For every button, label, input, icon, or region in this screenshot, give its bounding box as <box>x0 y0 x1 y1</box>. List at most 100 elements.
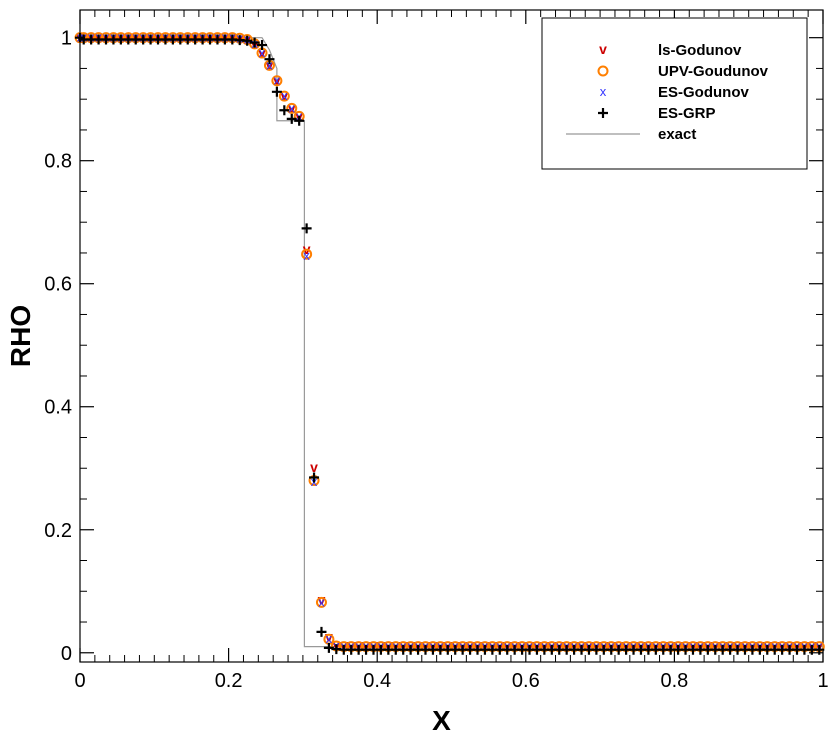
es-godunov-point: x <box>266 57 273 72</box>
upv-goudunov-point <box>315 596 327 608</box>
ls-godunov-point: v <box>734 636 742 652</box>
ls-godunov-point: v <box>377 636 385 652</box>
ls-godunov-point: v <box>652 636 660 652</box>
ls-godunov-point: v <box>288 99 296 115</box>
ls-godunov-point: v <box>726 636 734 652</box>
ls-godunov-point: v <box>332 636 340 652</box>
ls-godunov-point: v <box>340 636 348 652</box>
series-exact <box>80 37 823 648</box>
series-es-grp <box>75 32 825 655</box>
legend-label: exact <box>658 126 696 143</box>
es-grp-point <box>294 115 305 126</box>
upv-goudunov-point <box>286 102 298 114</box>
es-grp-point <box>249 37 260 48</box>
ls-godunov-point: v <box>481 636 489 652</box>
ls-godunov-point: v <box>370 636 378 652</box>
legend-entries: v ls-Godunov UPV-Goudunov x ES-Godunov ES-GRP… <box>566 41 769 143</box>
ls-godunov-point: v <box>763 636 771 652</box>
legend-label: UPV-Goudunov <box>658 63 769 80</box>
ls-godunov-point: v <box>778 636 786 652</box>
ls-godunov-point: v <box>518 636 526 652</box>
ls-godunov-point: v <box>637 636 645 652</box>
ls-godunov-point: v <box>436 636 444 652</box>
es-godunov-point: x <box>281 88 288 103</box>
ls-godunov-point: v <box>496 636 504 652</box>
ls-godunov-point: v <box>749 636 757 652</box>
ls-godunov-point: v <box>347 636 355 652</box>
x-tick-label: 0.4 <box>363 670 391 692</box>
ls-godunov-point: v <box>540 636 548 652</box>
ls-godunov-point: v <box>793 636 801 652</box>
plot-area: 0 0.2 0.4 0.6 0.8 1 00.20.40.60.81 vv v v v v v v v v… <box>44 9 829 692</box>
legend-entry-es-grp: ES-GRP <box>598 105 716 122</box>
es-godunov-point: x <box>303 248 310 263</box>
ls-godunov-point: v <box>548 636 556 652</box>
es-grp-point <box>264 54 275 65</box>
ls-godunov-point: v <box>399 636 407 652</box>
legend: v ls-Godunov UPV-Goudunov x ES-Godunov ES-GRP… <box>541 17 808 170</box>
ls-godunov-point: v <box>786 636 794 652</box>
ls-godunov-point: v <box>355 636 363 652</box>
legend-label: ls-Godunov <box>658 42 742 59</box>
y-tick-label: 0 <box>61 643 72 665</box>
es-godunov-point: x <box>289 100 296 115</box>
es-grp-point <box>271 86 282 97</box>
ls-godunov-point: v <box>815 636 823 652</box>
ls-godunov-point: v <box>384 636 392 652</box>
es-grp-point <box>814 644 825 655</box>
y-tick-label: 0.4 <box>44 397 72 419</box>
ls-godunov-point: v <box>808 636 816 652</box>
y-tick-label: 1 <box>61 28 72 50</box>
ls-godunov-point: v <box>771 636 779 652</box>
ls-godunov-point: v <box>466 636 474 652</box>
y-tick-label: 0.8 <box>44 151 72 173</box>
ls-godunov-point: v <box>689 636 697 652</box>
y-tick-label: 0.2 <box>44 520 72 542</box>
ls-godunov-point: v <box>266 56 274 72</box>
es-godunov-point: x <box>326 631 333 646</box>
x-tick-label: 0.2 <box>215 670 243 692</box>
upv-goudunov-point <box>271 75 283 87</box>
ls-godunov-point: v <box>630 636 638 652</box>
es-grp-point <box>257 40 268 51</box>
y-tick-label: 0.6 <box>44 274 72 296</box>
ls-godunov-point: v <box>622 636 630 652</box>
es-grp-point <box>286 113 297 124</box>
ls-godunov-point: v <box>719 636 727 652</box>
ls-godunov-point: v <box>533 636 541 652</box>
es-godunov-point: x <box>318 594 325 609</box>
legend-swatch: x <box>600 84 607 99</box>
ls-godunov-point: v <box>488 636 496 652</box>
x-axis-title: X <box>432 705 451 734</box>
ls-godunov-point: v <box>615 636 623 652</box>
legend-label: ES-Godunov <box>658 84 749 101</box>
ls-godunov-point: v <box>280 87 288 103</box>
ls-godunov-point: v <box>273 72 281 88</box>
x-tick-labels: 0 0.2 0.4 0.6 0.8 1 <box>74 670 828 692</box>
ls-godunov-point: v <box>325 628 333 644</box>
x-tick-label: 1 <box>817 670 828 692</box>
upv-goudunov-point <box>278 90 290 102</box>
ls-godunov-point: v <box>295 107 303 123</box>
ls-godunov-point: v <box>741 636 749 652</box>
ls-godunov-point: v <box>459 636 467 652</box>
ls-godunov-point: v <box>682 636 690 652</box>
es-grp-point <box>316 626 327 637</box>
es-godunov-point: x <box>274 73 281 88</box>
legend-swatch <box>598 108 608 118</box>
legend-box <box>541 17 808 170</box>
x-tick-label: 0.8 <box>660 670 688 692</box>
x-tick-label: 0.6 <box>512 670 540 692</box>
legend-entry-exact: exact <box>566 126 696 143</box>
x-tick-label: 0 <box>74 670 85 692</box>
ls-godunov-point: v <box>444 636 452 652</box>
ls-godunov-point: v <box>474 636 482 652</box>
exact-line <box>80 37 823 648</box>
ls-godunov-point: v <box>407 636 415 652</box>
ls-godunov-point: v <box>644 636 652 652</box>
ls-godunov-point: v <box>674 636 682 652</box>
ls-godunov-point: v <box>756 636 764 652</box>
ls-godunov-point: v <box>711 636 719 652</box>
